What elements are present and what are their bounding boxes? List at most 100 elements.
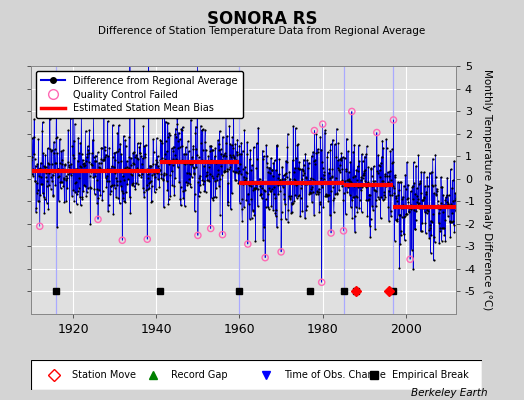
- Point: [40, 196, 49, 202]
- Point: [256, 191, 265, 198]
- Point: [133, 154, 141, 161]
- Point: [374, 162, 383, 168]
- Point: [156, 157, 165, 163]
- Point: [301, 215, 309, 222]
- Point: [272, 207, 280, 214]
- Point: [118, 169, 126, 175]
- Point: [345, 192, 354, 198]
- Point: [208, 173, 216, 179]
- Point: [261, 254, 269, 261]
- Point: [149, 136, 157, 142]
- Point: [100, 156, 108, 162]
- Point: [283, 130, 292, 137]
- Point: [237, 196, 246, 202]
- Point: [95, 164, 104, 171]
- Point: [328, 172, 336, 179]
- Point: [187, 184, 195, 191]
- Point: [230, 110, 238, 116]
- Point: [133, 168, 141, 174]
- Point: [79, 188, 88, 194]
- Point: [286, 196, 294, 202]
- Point: [432, 192, 440, 198]
- Point: [327, 188, 335, 194]
- Point: [384, 204, 392, 210]
- Point: [53, 150, 62, 156]
- Point: [119, 194, 127, 201]
- Point: [235, 168, 243, 174]
- Point: [71, 180, 80, 186]
- Point: [59, 166, 67, 172]
- Point: [267, 203, 276, 209]
- Point: [418, 197, 426, 204]
- Point: [130, 148, 138, 155]
- Point: [231, 168, 239, 175]
- Point: [426, 225, 434, 231]
- Point: [434, 202, 442, 208]
- Point: [56, 136, 64, 142]
- Point: [95, 186, 104, 193]
- Point: [404, 182, 412, 188]
- Point: [72, 178, 80, 185]
- Point: [307, 186, 315, 193]
- Point: [35, 198, 43, 204]
- Point: [76, 140, 84, 146]
- Point: [423, 207, 432, 213]
- Point: [317, 146, 325, 153]
- Point: [385, 218, 393, 224]
- Point: [372, 196, 380, 203]
- Point: [191, 191, 199, 198]
- Point: [380, 192, 388, 199]
- Point: [362, 151, 370, 157]
- Point: [148, 198, 156, 204]
- Point: [419, 197, 428, 203]
- Point: [70, 155, 79, 162]
- Point: [34, 198, 42, 204]
- Point: [48, 147, 56, 153]
- Point: [93, 200, 101, 206]
- Point: [297, 195, 305, 202]
- Point: [91, 152, 100, 159]
- Point: [114, 195, 122, 201]
- Point: [215, 147, 224, 154]
- Point: [429, 156, 437, 162]
- Point: [124, 176, 133, 182]
- Point: [177, 126, 185, 132]
- Point: [209, 197, 217, 204]
- Point: [435, 240, 443, 246]
- Point: [345, 176, 353, 182]
- Point: [271, 213, 280, 219]
- Point: [398, 196, 406, 203]
- Point: [240, 127, 248, 134]
- Point: [372, 203, 380, 210]
- Point: [427, 250, 435, 256]
- Point: [444, 192, 453, 198]
- Point: [245, 182, 253, 189]
- Point: [330, 180, 339, 187]
- Point: [408, 196, 417, 203]
- Point: [378, 137, 387, 144]
- Point: [200, 188, 209, 195]
- Point: [414, 205, 423, 211]
- Point: [311, 178, 319, 184]
- Point: [253, 156, 261, 162]
- Point: [343, 177, 352, 184]
- Point: [148, 172, 157, 179]
- Point: [36, 192, 45, 199]
- Point: [263, 164, 271, 170]
- Point: [217, 163, 225, 169]
- Point: [41, 164, 50, 170]
- Point: [156, 136, 165, 143]
- Point: [142, 187, 150, 193]
- Point: [143, 236, 151, 242]
- Point: [73, 158, 82, 164]
- Point: [157, 171, 165, 177]
- Point: [30, 116, 38, 122]
- Point: [417, 228, 425, 235]
- Point: [430, 190, 438, 196]
- Point: [115, 146, 123, 152]
- Point: [368, 183, 377, 189]
- Point: [384, 179, 392, 186]
- Point: [33, 189, 41, 196]
- Point: [443, 201, 452, 208]
- Point: [222, 114, 230, 120]
